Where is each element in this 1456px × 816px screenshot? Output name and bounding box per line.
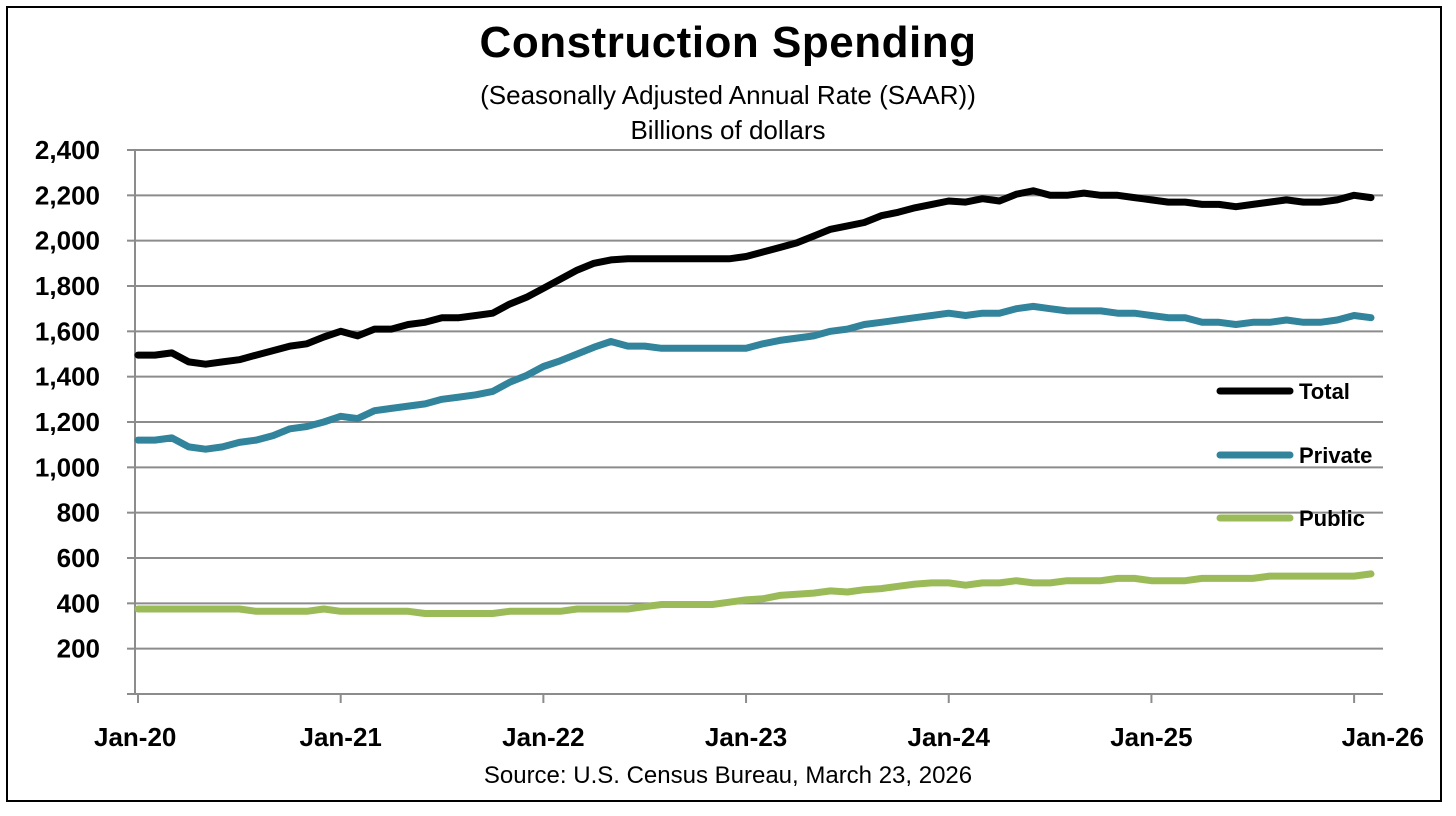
chart-source: Source: U.S. Census Bureau, March 23, 20… [483, 762, 973, 789]
legend-label-total: Total [1299, 379, 1350, 404]
y-tick-label: 1,400 [35, 362, 100, 392]
y-tick-label: 2,000 [35, 226, 100, 256]
y-tick-label: 400 [57, 588, 100, 618]
y-tick-label: 1,600 [35, 316, 100, 346]
x-tick-label: Jan-20 [94, 722, 176, 752]
x-tick-label: Jan-22 [502, 722, 584, 752]
series-line-private [134, 302, 1375, 453]
y-tick-label: 1,200 [35, 407, 100, 437]
gridlines: 200 400 600 800 1,000 1,200 1,400 1,600 1,800 2,0… [35, 135, 1383, 695]
chart-title: Construction Spending [479, 18, 977, 67]
x-tick-label: Jan-23 [705, 722, 787, 752]
x-tick-label: Jan-24 [908, 722, 991, 752]
chart-units: Billions of dollars [630, 115, 826, 145]
y-tick-label: 1,800 [35, 271, 100, 301]
legend: Total Private Public [1216, 379, 1372, 531]
y-tick-label: 2,400 [35, 135, 100, 165]
y-tick-label: 1,000 [35, 452, 100, 482]
y-tick-label: 600 [57, 543, 100, 573]
x-tick-label: Jan-21 [299, 722, 381, 752]
series-line-public [134, 570, 1375, 617]
x-ticks: Jan-20 Jan-21 Jan-22 Jan-23 Jan-24 Jan-25 Jan-… [94, 694, 1424, 752]
series-line-total [134, 187, 1375, 368]
y-tick-label: 800 [57, 498, 100, 528]
chart-subtitle: (Seasonally Adjusted Annual Rate (SAAR)) [480, 80, 976, 110]
chart-frame [6, 6, 1442, 802]
x-tick-label: Jan-26 [1342, 722, 1424, 752]
legend-label-public: Public [1299, 506, 1365, 531]
y-tick-label: 200 [57, 634, 100, 664]
y-tick-label: 2,200 [35, 180, 100, 210]
x-tick-label: Jan-25 [1110, 722, 1192, 752]
legend-label-private: Private [1299, 443, 1372, 468]
